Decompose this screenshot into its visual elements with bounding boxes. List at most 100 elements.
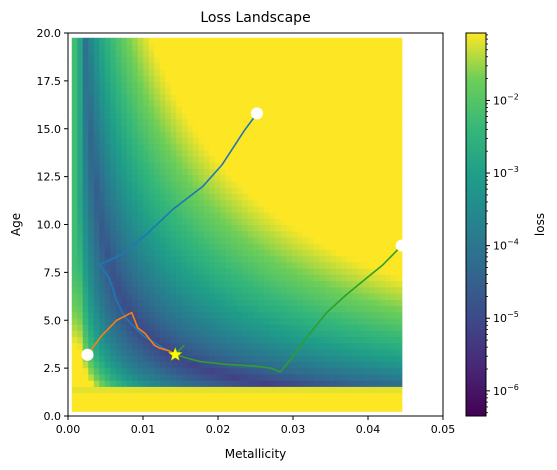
heatmap-cell bbox=[291, 317, 298, 325]
heatmap-cell bbox=[154, 180, 161, 188]
heatmap-cell bbox=[324, 230, 331, 238]
heatmap-cell bbox=[170, 361, 177, 369]
heatmap-cell bbox=[176, 118, 183, 126]
trajectories bbox=[86, 112, 403, 373]
heatmap-cell bbox=[77, 373, 84, 381]
heatmap-cell bbox=[330, 112, 337, 120]
heatmap-cell bbox=[330, 62, 337, 70]
heatmap-cell bbox=[132, 224, 139, 232]
heatmap-cell bbox=[379, 118, 386, 126]
heatmap-cell bbox=[148, 230, 155, 238]
heatmap-cell bbox=[308, 230, 315, 238]
heatmap-cell bbox=[154, 243, 161, 250]
heatmap-cell bbox=[324, 87, 331, 95]
heatmap-cell bbox=[82, 212, 89, 219]
heatmap-cell bbox=[110, 404, 117, 412]
heatmap-cell bbox=[280, 168, 287, 176]
heatmap-cell bbox=[264, 168, 271, 176]
heatmap-cell bbox=[341, 100, 348, 107]
heatmap-cell bbox=[220, 50, 227, 58]
heatmap-cell bbox=[368, 75, 375, 82]
heatmap-cell bbox=[308, 224, 315, 232]
heatmap-cell bbox=[269, 137, 276, 145]
heatmap-cell bbox=[291, 243, 298, 250]
heatmap-cell bbox=[253, 180, 260, 188]
heatmap-cell bbox=[104, 342, 111, 350]
heatmap-cell bbox=[379, 268, 386, 275]
heatmap-cell bbox=[231, 398, 238, 406]
heatmap-cell bbox=[77, 199, 84, 207]
heatmap-cell bbox=[374, 398, 381, 406]
heatmap-cell bbox=[115, 236, 122, 244]
heatmap-cell bbox=[71, 212, 78, 219]
heatmap-cell bbox=[324, 149, 331, 157]
heatmap-cell bbox=[242, 324, 249, 331]
heatmap-cell bbox=[159, 392, 166, 400]
heatmap-cell bbox=[176, 342, 183, 350]
heatmap-cell bbox=[319, 317, 326, 325]
heatmap-cell bbox=[115, 330, 122, 338]
heatmap-cell bbox=[357, 100, 364, 107]
heatmap-cell bbox=[324, 180, 331, 188]
heatmap-cell bbox=[236, 118, 243, 126]
heatmap-cell bbox=[352, 404, 359, 412]
heatmap-cell bbox=[214, 330, 221, 338]
heatmap-cell bbox=[264, 143, 271, 151]
heatmap-cell bbox=[143, 268, 150, 275]
heatmap-cell bbox=[225, 93, 232, 101]
heatmap-cell bbox=[99, 62, 106, 70]
heatmap-cell bbox=[330, 255, 337, 263]
heatmap-cell bbox=[126, 392, 133, 400]
heatmap-cell bbox=[379, 81, 386, 89]
heatmap-cell bbox=[368, 398, 375, 406]
heatmap-cell bbox=[330, 143, 337, 151]
heatmap-cell bbox=[275, 292, 282, 300]
heatmap-cell bbox=[286, 143, 293, 151]
heatmap-cell bbox=[368, 218, 375, 226]
heatmap-cell bbox=[154, 355, 161, 363]
heatmap-cell bbox=[324, 373, 331, 381]
heatmap-cell bbox=[236, 380, 243, 387]
heatmap-cell bbox=[374, 317, 381, 325]
heatmap-cell bbox=[115, 143, 122, 151]
heatmap-cell bbox=[165, 156, 172, 163]
heatmap-cell bbox=[280, 342, 287, 350]
heatmap-cell bbox=[148, 224, 155, 232]
heatmap-cell bbox=[148, 373, 155, 381]
heatmap-cell bbox=[302, 156, 309, 163]
heatmap-cell bbox=[258, 118, 265, 126]
heatmap-cell bbox=[264, 156, 271, 163]
heatmap-cell bbox=[214, 230, 221, 238]
heatmap-cell bbox=[82, 336, 89, 344]
heatmap-cell bbox=[198, 199, 205, 207]
heatmap-cell bbox=[291, 168, 298, 176]
heatmap-cell bbox=[286, 299, 293, 307]
heatmap-cell bbox=[181, 236, 188, 244]
heatmap-cell bbox=[280, 249, 287, 257]
heatmap-cell bbox=[396, 156, 403, 163]
heatmap-cell bbox=[258, 311, 265, 319]
heatmap-cell bbox=[302, 299, 309, 307]
heatmap-cell bbox=[220, 81, 227, 89]
heatmap-cell bbox=[77, 336, 84, 344]
heatmap-cell bbox=[170, 255, 177, 263]
heatmap-cell bbox=[132, 93, 139, 101]
heatmap-cell bbox=[209, 274, 216, 282]
heatmap-cell bbox=[159, 174, 166, 182]
heatmap-cell bbox=[368, 404, 375, 412]
heatmap-cell bbox=[121, 336, 128, 344]
heatmap-cell bbox=[115, 131, 122, 138]
heatmap-cell bbox=[231, 62, 238, 70]
heatmap-cell bbox=[385, 280, 392, 288]
heatmap-cell bbox=[99, 37, 106, 45]
heatmap-cell bbox=[110, 143, 117, 151]
heatmap-cell bbox=[231, 106, 238, 114]
heatmap-cell bbox=[187, 137, 194, 145]
heatmap-cell bbox=[137, 230, 144, 238]
heatmap-cell bbox=[187, 230, 194, 238]
heatmap-cell bbox=[126, 280, 133, 288]
heatmap-cell bbox=[214, 373, 221, 381]
heatmap-cell bbox=[93, 68, 100, 76]
heatmap-cell bbox=[330, 168, 337, 176]
heatmap-cell bbox=[258, 336, 265, 344]
